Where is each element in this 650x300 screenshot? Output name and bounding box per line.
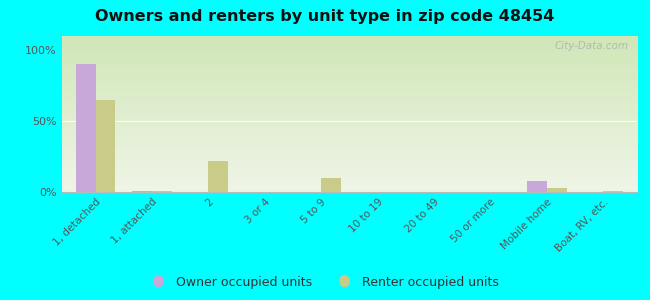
- Bar: [321, 178, 341, 192]
- Bar: [209, 161, 228, 192]
- Bar: [76, 64, 96, 192]
- Bar: [603, 190, 623, 192]
- Bar: [132, 190, 152, 192]
- Bar: [152, 190, 172, 192]
- Text: City-Data.com: City-Data.com: [554, 41, 629, 51]
- Bar: [547, 188, 567, 192]
- Bar: [96, 100, 115, 192]
- Legend: Owner occupied units, Renter occupied units: Owner occupied units, Renter occupied un…: [146, 271, 504, 294]
- Bar: [527, 181, 547, 192]
- Text: Owners and renters by unit type in zip code 48454: Owners and renters by unit type in zip c…: [96, 9, 554, 24]
